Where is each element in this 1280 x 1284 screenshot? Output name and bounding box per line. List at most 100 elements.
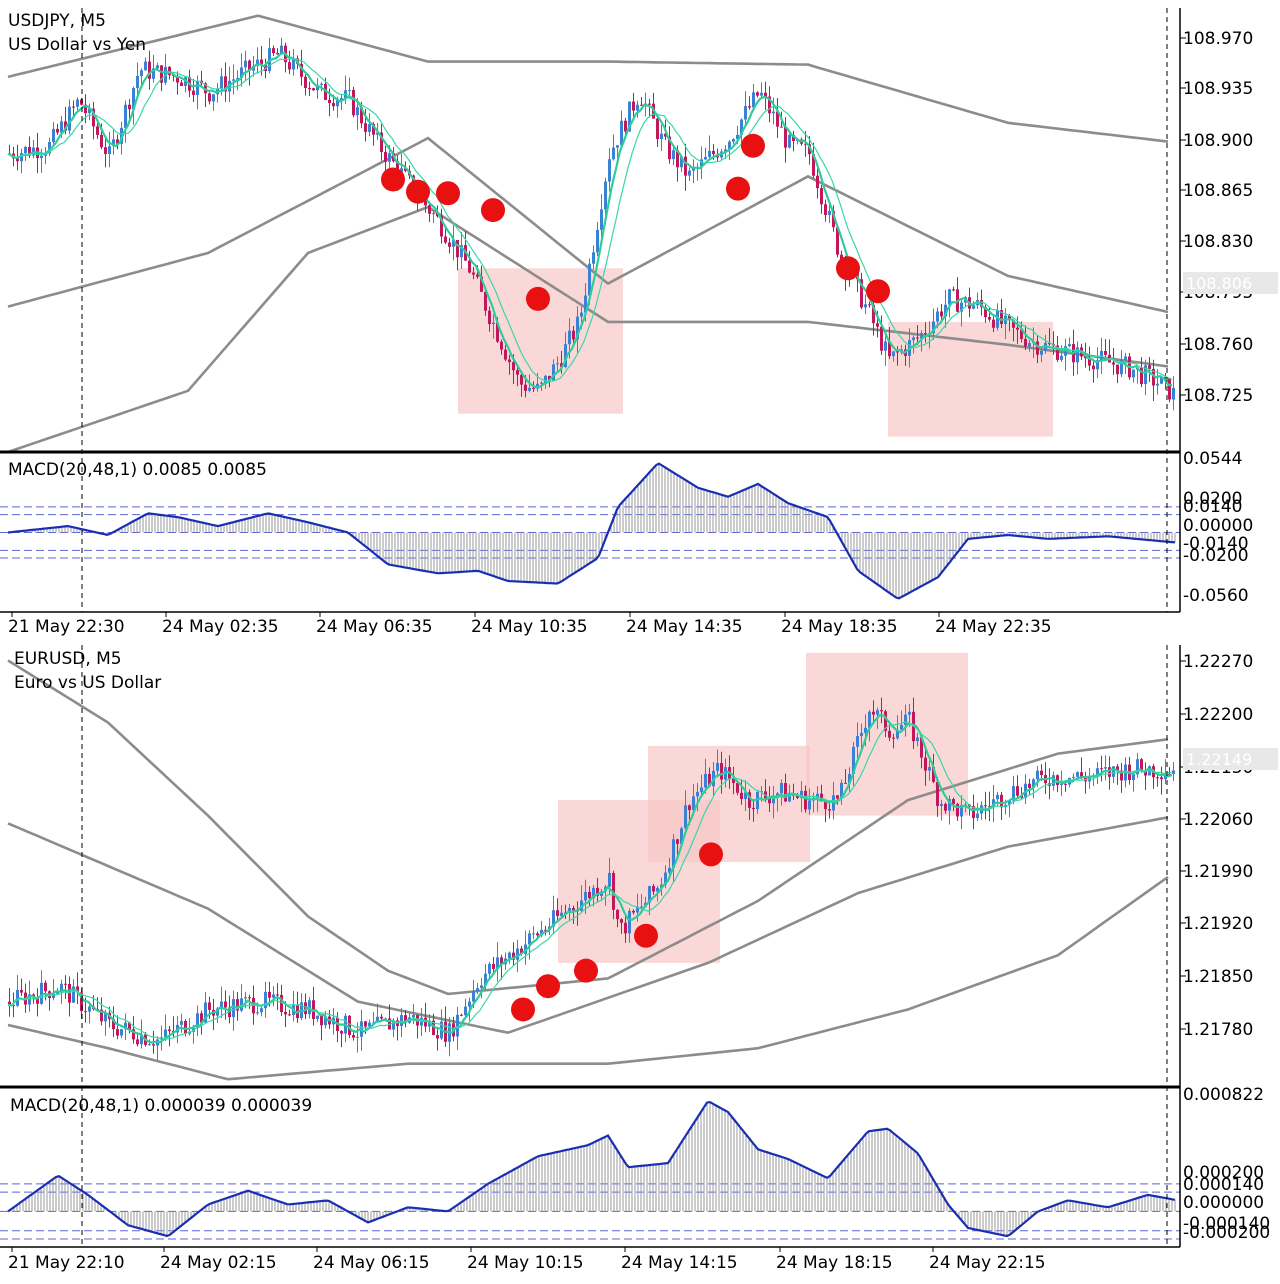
- candle-body: [24, 146, 27, 154]
- candle-body: [1052, 775, 1055, 786]
- price-tick-label: 1.21990: [1183, 862, 1253, 882]
- candle-body: [436, 1035, 439, 1039]
- candle-body: [332, 103, 335, 107]
- candle-body: [244, 60, 247, 68]
- candle-body: [116, 139, 119, 144]
- candle-body: [260, 59, 263, 65]
- candle-body: [556, 363, 559, 365]
- candle-body: [184, 1020, 187, 1034]
- candle-body: [1156, 777, 1159, 779]
- candle-body: [568, 330, 571, 345]
- candle-body: [692, 796, 695, 811]
- candle-body: [112, 139, 115, 147]
- candle-body: [808, 800, 811, 810]
- candle-body: [1064, 783, 1067, 785]
- candle-body: [544, 375, 547, 383]
- candle-body: [1016, 327, 1019, 330]
- candle-body: [740, 792, 743, 799]
- candle-body: [1096, 768, 1099, 776]
- candle-body: [120, 1029, 123, 1036]
- candle-body: [700, 787, 703, 792]
- candle-body: [704, 156, 707, 160]
- candle-body: [536, 933, 539, 936]
- candle-body: [988, 806, 991, 808]
- candle-body: [1160, 777, 1163, 780]
- candle-body: [912, 337, 915, 341]
- candle-body: [768, 798, 771, 804]
- price-tick-label: 1.21920: [1183, 914, 1253, 934]
- price-tick-label: 108.900: [1183, 131, 1253, 151]
- candle-body: [864, 727, 867, 733]
- candle-body: [828, 210, 831, 215]
- usdjpy-symbol-title: USDJPY, M5: [8, 11, 106, 31]
- candle-body: [20, 989, 23, 993]
- time-tick-label: 24 May 06:15: [313, 1253, 430, 1273]
- candle-body: [220, 1001, 223, 1009]
- candle-body: [668, 867, 671, 873]
- candle-body: [784, 783, 787, 802]
- candle-body: [664, 133, 667, 137]
- candle-body: [1112, 362, 1115, 365]
- candle-body: [828, 809, 831, 811]
- macd-tick-label: -0.0140: [1183, 534, 1249, 554]
- candle-body: [1056, 345, 1059, 360]
- candle-body: [168, 66, 171, 76]
- time-tick-label: 24 May 02:35: [162, 617, 279, 637]
- candle-body: [748, 106, 751, 108]
- candle-body: [1148, 365, 1151, 369]
- signal-dots-layer: [381, 133, 890, 311]
- candle-body: [284, 1011, 287, 1015]
- candle-body: [540, 382, 543, 384]
- candle-body: [908, 711, 911, 715]
- candle-body: [340, 97, 343, 101]
- candle-body: [1028, 783, 1031, 788]
- candle-body: [848, 774, 851, 784]
- candle-body: [636, 906, 639, 913]
- candle-body: [824, 800, 827, 810]
- candle-body: [492, 322, 495, 325]
- candle-body: [872, 304, 875, 324]
- price-tick-label: 1.21850: [1183, 967, 1253, 987]
- candle-body: [1012, 786, 1015, 801]
- candle-body: [732, 139, 735, 142]
- candle-body: [532, 933, 535, 935]
- candle-body: [552, 364, 555, 381]
- candle-body: [924, 333, 927, 335]
- signal-dot: [481, 198, 505, 223]
- candle-body: [220, 76, 223, 89]
- candle-body: [560, 363, 563, 368]
- candle-body: [1008, 800, 1011, 805]
- candle-body: [1068, 344, 1071, 347]
- candle-body: [248, 60, 251, 71]
- candle-body: [724, 149, 727, 152]
- candle-body: [308, 1000, 311, 1015]
- candle-body: [820, 793, 823, 801]
- candle-body: [152, 68, 155, 79]
- candle-body: [676, 150, 679, 168]
- candle-body: [840, 254, 843, 260]
- candle-body: [556, 910, 559, 917]
- candle-body: [688, 805, 691, 811]
- candle-body: [1056, 775, 1059, 786]
- candle-body: [1104, 767, 1107, 769]
- candle-body: [1048, 342, 1051, 345]
- candle-body: [272, 48, 275, 54]
- candle-body: [380, 1016, 383, 1019]
- candle-body: [260, 1008, 263, 1013]
- signal-dot: [741, 133, 765, 158]
- macd-tick-label: -0.0200: [1183, 546, 1249, 566]
- eurusd-current-price: 1.22149: [1186, 750, 1252, 769]
- candle-body: [364, 123, 367, 132]
- candle-body: [140, 70, 143, 77]
- candle-body: [840, 782, 843, 799]
- candle-body: [444, 236, 447, 243]
- candle-body: [584, 891, 587, 901]
- candle-body: [640, 906, 643, 908]
- candle-body: [304, 76, 307, 89]
- candle-body: [1104, 350, 1107, 355]
- candle-body: [72, 106, 75, 108]
- candle-body: [76, 99, 79, 107]
- candle-body: [860, 732, 863, 737]
- candle-body: [392, 1020, 395, 1030]
- candle-body: [524, 384, 527, 391]
